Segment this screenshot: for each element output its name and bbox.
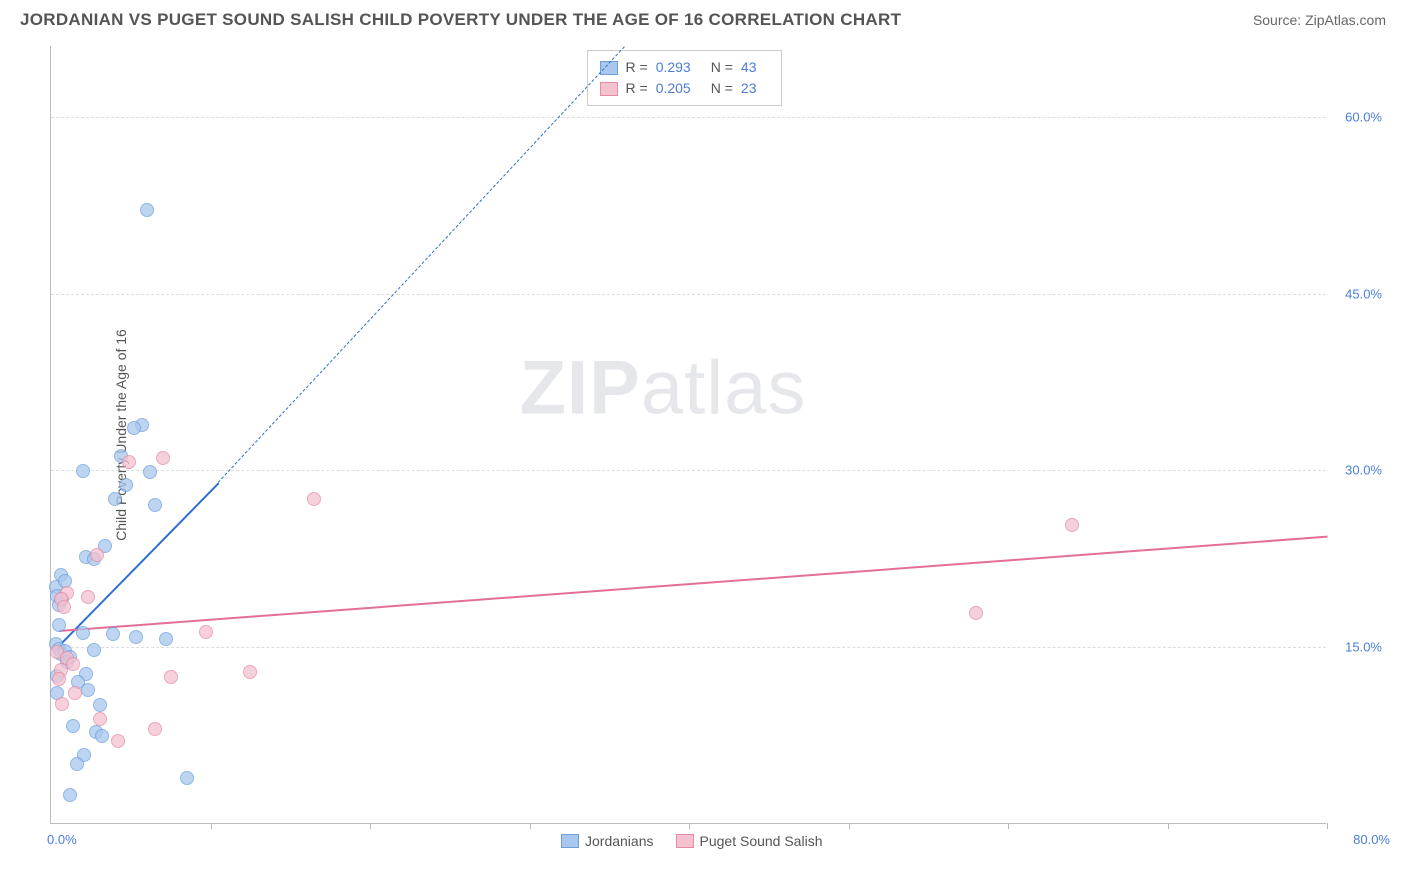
data-point (76, 464, 90, 478)
data-point (127, 421, 141, 435)
data-point (66, 657, 80, 671)
data-point (148, 498, 162, 512)
data-point (93, 712, 107, 726)
y-tick-label: 30.0% (1345, 463, 1382, 478)
x-tick-mark (849, 823, 850, 829)
legend-label: Puget Sound Salish (700, 833, 823, 849)
x-tick-mark (1168, 823, 1169, 829)
data-point (57, 600, 71, 614)
data-point (129, 630, 143, 644)
data-point (52, 672, 66, 686)
data-point (63, 788, 77, 802)
x-tick-mark (689, 823, 690, 829)
trend-line (59, 535, 1327, 631)
y-tick-label: 45.0% (1345, 286, 1382, 301)
y-axis-label: Child Poverty Under the Age of 16 (113, 329, 129, 541)
data-point (66, 719, 80, 733)
data-point (81, 590, 95, 604)
legend-swatch (600, 82, 618, 96)
data-point (95, 729, 109, 743)
data-point (81, 683, 95, 697)
data-point (52, 618, 66, 632)
gridline (51, 117, 1326, 118)
data-point (111, 734, 125, 748)
data-point (148, 722, 162, 736)
source-attribution: Source: ZipAtlas.com (1253, 12, 1386, 28)
gridline (51, 294, 1326, 295)
data-point (156, 451, 170, 465)
data-point (76, 626, 90, 640)
x-axis-max-label: 80.0% (1353, 832, 1390, 847)
data-point (243, 665, 257, 679)
legend-swatch (561, 834, 579, 848)
gridline (51, 647, 1326, 648)
data-point (106, 627, 120, 641)
x-tick-mark (370, 823, 371, 829)
data-point (68, 686, 82, 700)
gridline (51, 470, 1326, 471)
data-point (93, 698, 107, 712)
stats-legend-row: R =0.293N =43 (600, 57, 769, 78)
x-tick-mark (211, 823, 212, 829)
plot-area: Child Poverty Under the Age of 16 ZIPatl… (50, 46, 1326, 824)
data-point (119, 478, 133, 492)
data-point (164, 670, 178, 684)
data-point (108, 492, 122, 506)
legend-item: Jordanians (561, 833, 654, 849)
stats-legend-row: R =0.205N =23 (600, 78, 769, 99)
data-point (143, 465, 157, 479)
x-tick-mark (1327, 823, 1328, 829)
legend-label: Jordanians (585, 833, 654, 849)
data-point (122, 455, 136, 469)
stats-legend: R =0.293N =43R =0.205N =23 (587, 50, 782, 106)
data-point (140, 203, 154, 217)
y-tick-label: 15.0% (1345, 640, 1382, 655)
data-point (180, 771, 194, 785)
correlation-chart: Child Poverty Under the Age of 16 ZIPatl… (50, 46, 1386, 852)
data-point (969, 606, 983, 620)
legend-swatch (676, 834, 694, 848)
data-point (70, 757, 84, 771)
x-axis-origin-label: 0.0% (47, 832, 77, 847)
trend-line-extrapolated (218, 46, 625, 483)
x-tick-mark (530, 823, 531, 829)
series-legend: Jordanians Puget Sound Salish (561, 833, 822, 849)
y-tick-label: 60.0% (1345, 109, 1382, 124)
watermark: ZIPatlas (520, 344, 807, 431)
data-point (55, 697, 69, 711)
legend-item: Puget Sound Salish (676, 833, 823, 849)
trend-line (58, 482, 219, 646)
data-point (307, 492, 321, 506)
data-point (90, 548, 104, 562)
x-tick-mark (1008, 823, 1009, 829)
data-point (87, 643, 101, 657)
chart-title: JORDANIAN VS PUGET SOUND SALISH CHILD PO… (20, 10, 901, 30)
data-point (159, 632, 173, 646)
data-point (199, 625, 213, 639)
data-point (1065, 518, 1079, 532)
